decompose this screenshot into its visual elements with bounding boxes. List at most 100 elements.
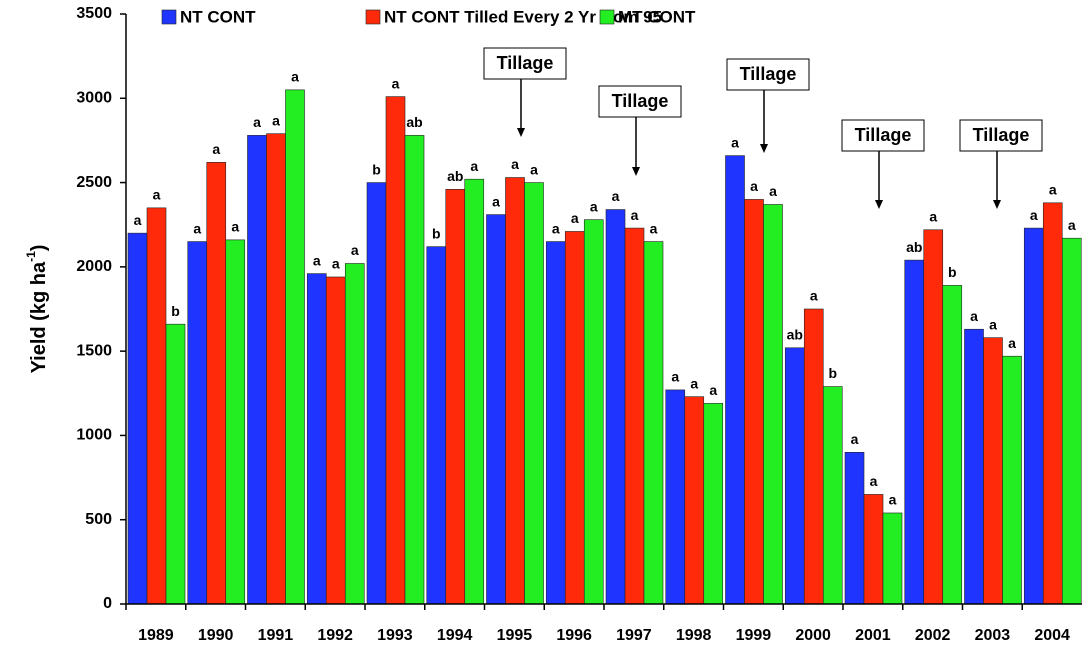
- sig-letter: a: [989, 316, 997, 332]
- legend-label: NT CONT: [180, 7, 256, 26]
- sig-letter: a: [612, 188, 620, 204]
- sig-letter: a: [1030, 207, 1038, 223]
- sig-letter: a: [511, 156, 519, 172]
- y-label-close: ): [28, 245, 50, 252]
- annotation-text: Tillage: [740, 64, 797, 84]
- sig-letter: b: [948, 264, 957, 280]
- sig-letter: ab: [406, 114, 422, 130]
- sig-letter: a: [929, 208, 937, 224]
- bar: [545, 241, 566, 605]
- bar: [464, 178, 485, 605]
- bar: [803, 308, 824, 605]
- sig-letter: a: [671, 369, 679, 385]
- annotation-text: Tillage: [612, 91, 669, 111]
- bar: [127, 232, 148, 605]
- bar: [684, 396, 705, 605]
- x-tick-label: 1997: [616, 627, 652, 644]
- sig-letter: ab: [447, 168, 463, 184]
- sig-letter: a: [889, 492, 897, 508]
- sig-letter: a: [492, 193, 500, 209]
- bar: [983, 337, 1003, 605]
- sig-letter: a: [153, 187, 161, 203]
- bar: [1042, 202, 1063, 605]
- bar: [426, 246, 447, 605]
- sig-letter: a: [212, 141, 220, 157]
- annotation-box: [841, 119, 925, 152]
- bar: [146, 207, 167, 605]
- bar: [206, 162, 227, 605]
- bar: [923, 229, 944, 605]
- bar: [385, 96, 406, 605]
- bar: [564, 231, 585, 605]
- bar: [784, 347, 805, 605]
- y-tick-label: 1000: [76, 427, 112, 444]
- y-tick-label: 0: [103, 595, 112, 612]
- y-tick-label: 3000: [76, 90, 112, 107]
- legend-swatch: [161, 9, 177, 25]
- sig-letter: a: [810, 288, 818, 304]
- sig-letter: a: [709, 382, 717, 398]
- x-tick-label: 1992: [317, 627, 353, 644]
- annotation-text: Tillage: [855, 125, 912, 145]
- sig-letter: a: [750, 178, 758, 194]
- sig-letter: a: [313, 252, 321, 268]
- x-tick-label: 1990: [198, 627, 234, 644]
- annotation-arrowhead: [632, 167, 640, 176]
- sig-letter: a: [231, 219, 239, 235]
- y-tick-label: 3500: [76, 5, 112, 22]
- bar: [605, 209, 626, 605]
- bar: [1023, 227, 1044, 605]
- annotation-box: [598, 85, 682, 118]
- bar: [1061, 237, 1082, 605]
- sig-letter: b: [171, 303, 180, 319]
- bar: [404, 135, 425, 605]
- bar: [942, 285, 963, 605]
- legend-label: MT CONT: [618, 7, 696, 26]
- sig-letter: a: [650, 220, 658, 236]
- sig-letter: a: [552, 220, 560, 236]
- bar: [165, 323, 186, 605]
- annotation-arrowhead: [993, 200, 1001, 209]
- sig-letter: a: [690, 375, 698, 391]
- sig-letter: a: [870, 473, 878, 489]
- sig-letter: a: [731, 134, 739, 150]
- x-tick-label: 1994: [437, 627, 473, 644]
- bar: [187, 241, 208, 605]
- bar: [863, 494, 884, 605]
- sig-letter: a: [193, 220, 201, 236]
- bar: [904, 259, 925, 605]
- bar: [703, 403, 724, 605]
- x-tick-label: 2003: [975, 627, 1011, 644]
- annotation-text: Tillage: [497, 53, 554, 73]
- bar: [1002, 355, 1022, 605]
- bar: [486, 214, 506, 605]
- sig-letter: a: [291, 69, 299, 85]
- y-tick-label: 2500: [76, 174, 112, 191]
- y-tick-label: 500: [85, 511, 112, 528]
- sig-letter: a: [970, 308, 978, 324]
- bar: [725, 155, 745, 605]
- legend-swatch: [365, 9, 381, 25]
- sig-letter: a: [530, 161, 538, 177]
- legend-label: NT CONT Tilled Every 2 Yr from 95: [384, 7, 662, 26]
- bar: [643, 241, 664, 605]
- sig-letter: a: [351, 242, 359, 258]
- sig-letter: a: [332, 256, 340, 272]
- annotation-arrowhead: [760, 144, 768, 153]
- sig-letter: b: [432, 225, 441, 241]
- sig-letter: a: [851, 431, 859, 447]
- sig-letter: a: [590, 198, 598, 214]
- bar: [964, 328, 984, 605]
- bar: [306, 273, 327, 605]
- sig-letter: a: [253, 114, 261, 130]
- sig-letter: b: [372, 161, 381, 177]
- bar: [844, 451, 865, 605]
- bar: [344, 263, 365, 605]
- bar: [445, 189, 466, 605]
- annotation-box: [483, 47, 567, 80]
- sig-letter: a: [769, 183, 777, 199]
- annotation-box: [959, 119, 1043, 152]
- sig-letter: a: [392, 75, 400, 91]
- x-tick-label: 2000: [795, 627, 831, 644]
- sig-letter: ab: [787, 326, 803, 342]
